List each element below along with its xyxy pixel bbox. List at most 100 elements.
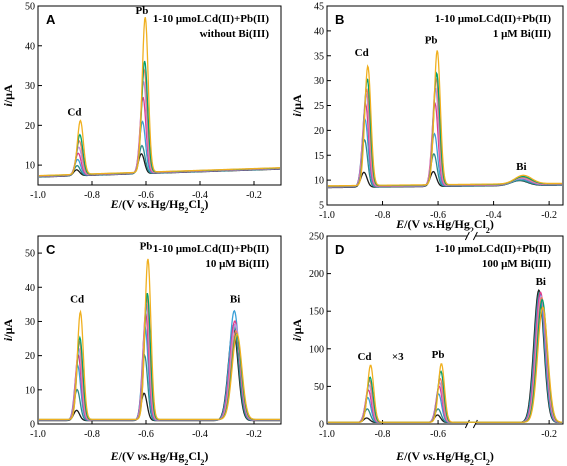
series-line-5 bbox=[328, 87, 562, 188]
plot-frame bbox=[37, 235, 282, 425]
y-tick-label: 45 bbox=[314, 2, 324, 13]
x-axis-title: E/(V vs.Hg/Hg2Cl2) bbox=[110, 197, 209, 215]
peak-label: ×3 bbox=[392, 351, 404, 363]
y-tick-label: 50 bbox=[25, 2, 35, 13]
plot-frame bbox=[37, 5, 282, 186]
x-tick-label: -0.8 bbox=[84, 190, 100, 201]
x-tick-label: -0.2 bbox=[246, 429, 262, 440]
x-tick-label: -0.2 bbox=[541, 210, 557, 221]
peak-label: Bi bbox=[516, 161, 526, 173]
panel-C: 0 10 20 30 40 50 -1.0 -0.8 -0.6 -0.4 -0.2 Cd Pb Bi C 1-… bbox=[1, 235, 282, 466]
axis-break-gap bbox=[467, 420, 476, 428]
y-axis-title: i/μA bbox=[290, 319, 304, 341]
y-tick-label: 100 bbox=[309, 344, 324, 355]
y-tick-label: 200 bbox=[309, 269, 324, 280]
series-line-8 bbox=[328, 306, 562, 423]
panel-letter: C bbox=[46, 242, 56, 257]
y-tick-label: 30 bbox=[314, 76, 324, 87]
y-tick-label: 30 bbox=[25, 317, 35, 328]
peak-label: Cd bbox=[70, 294, 84, 306]
x-tick-label: -0.6 bbox=[138, 190, 154, 201]
y-tick-label: 15 bbox=[314, 151, 324, 162]
axis-break-mark bbox=[472, 419, 478, 429]
x-axis-title: E/(V vs.Hg/Hg2Cl2) bbox=[395, 449, 494, 466]
y-tick-label: 10 bbox=[25, 161, 35, 172]
x-tick-label: -0.8 bbox=[375, 429, 391, 440]
x-tick-label: -1.0 bbox=[319, 429, 335, 440]
peak-label: Cd bbox=[355, 47, 369, 59]
panel-condition-line: 1-10 μmoLCd(II)+Pb(II) bbox=[435, 243, 551, 255]
x-axis-title: E/(V vs.Hg/Hg2Cl2) bbox=[110, 449, 209, 466]
panel-letter: A bbox=[46, 12, 56, 27]
panel-letter: B bbox=[335, 12, 344, 27]
series-line-6 bbox=[39, 67, 280, 177]
y-tick-label: 0 bbox=[319, 420, 324, 431]
y-tick-label: 30 bbox=[25, 81, 35, 92]
peak-label: Bi bbox=[536, 276, 546, 288]
panel-D: 0 50 100 150 200 250 -1.0 -0.8 -0.6 -0.2 Cd ×3 Pb Bi D… bbox=[290, 231, 564, 466]
peak-label: Bi bbox=[230, 294, 240, 306]
y-tick-label: 0 bbox=[30, 420, 35, 431]
x-tick-label: -0.4 bbox=[486, 210, 502, 221]
series-line-8 bbox=[39, 16, 280, 177]
axis-break-gap bbox=[467, 232, 476, 240]
y-tick-label: 10 bbox=[25, 385, 35, 396]
panel-condition-line: 10 μM Bi(III) bbox=[205, 258, 269, 270]
series-line-8 bbox=[39, 258, 280, 421]
series-line-7 bbox=[39, 60, 280, 177]
y-tick-label: 20 bbox=[314, 126, 324, 137]
axis-break-mark bbox=[464, 419, 470, 429]
panel-A: 10 20 30 40 50 -1.0 -0.8 -0.6 -0.4 -0.2 Cd Pb A 1-10 … bbox=[1, 2, 282, 215]
y-tick-label: 20 bbox=[25, 351, 35, 362]
x-tick-label: -0.4 bbox=[192, 190, 208, 201]
y-tick-label: 250 bbox=[309, 232, 324, 243]
peak-label: Pb bbox=[425, 34, 438, 46]
x-tick-label: -0.4 bbox=[192, 429, 208, 440]
y-tick-label: 40 bbox=[25, 41, 35, 52]
x-tick-label: -0.8 bbox=[84, 429, 100, 440]
axis-break-mark bbox=[472, 231, 478, 241]
x-tick-label: -0.6 bbox=[430, 429, 446, 440]
y-axis-title: i/μA bbox=[1, 319, 15, 341]
panel-condition-line: 1-10 μmoLCd(II)+Pb(II) bbox=[435, 13, 551, 25]
panel-letter: D bbox=[335, 242, 344, 257]
x-tick-label: -1.0 bbox=[30, 429, 46, 440]
panel-condition-line: 1-10 μmoLCd(II)+Pb(II) bbox=[153, 13, 269, 25]
y-tick-label: 25 bbox=[314, 101, 324, 112]
y-axis-title: i/μA bbox=[290, 94, 304, 116]
panel-condition-line: without Bi(III) bbox=[200, 28, 270, 40]
y-tick-label: 5 bbox=[319, 201, 324, 212]
series-group bbox=[328, 288, 562, 423]
y-tick-label: 10 bbox=[314, 176, 324, 187]
peak-label: Cd bbox=[357, 351, 371, 363]
x-tick-label: -1.0 bbox=[319, 210, 335, 221]
plot-frame bbox=[326, 235, 564, 425]
series-group bbox=[39, 258, 280, 422]
x-tick-label: -1.0 bbox=[30, 190, 46, 201]
series-line-8 bbox=[328, 50, 562, 187]
panel-condition-line: 100 μM Bi(III) bbox=[482, 258, 552, 270]
y-axis-title: i/μA bbox=[1, 84, 15, 106]
panel-condition-line: 1 μM Bi(III) bbox=[493, 28, 552, 40]
x-tick-label: -0.2 bbox=[246, 190, 262, 201]
panel-condition-line: 1-10 μmoLCd(II)+Pb(II) bbox=[153, 243, 269, 255]
y-tick-label: 40 bbox=[314, 26, 324, 37]
y-tick-label: 150 bbox=[309, 307, 324, 318]
x-axis-title: E/(V vs.Hg/Hg2Cl2) bbox=[395, 217, 494, 235]
peak-label: Pb bbox=[140, 241, 153, 253]
peak-label: Cd bbox=[67, 106, 81, 118]
series-group bbox=[39, 16, 280, 178]
y-tick-label: 20 bbox=[25, 121, 35, 132]
y-tick-label: 40 bbox=[25, 283, 35, 294]
x-tick-label: -0.6 bbox=[430, 210, 446, 221]
axis-break-mark bbox=[464, 231, 470, 241]
panel-B: 5 10 15 20 25 30 35 40 45 -1.0 -0.8 -0.6 -0.4 -0.2 Cd P… bbox=[290, 2, 564, 235]
series-line-5 bbox=[39, 80, 280, 177]
x-tick-label: -0.6 bbox=[138, 429, 154, 440]
series-group bbox=[328, 50, 562, 189]
x-tick-label: -0.2 bbox=[541, 429, 557, 440]
x-tick-label: -0.8 bbox=[375, 210, 391, 221]
peak-label: Pb bbox=[432, 349, 445, 361]
peak-label: Pb bbox=[136, 5, 149, 17]
